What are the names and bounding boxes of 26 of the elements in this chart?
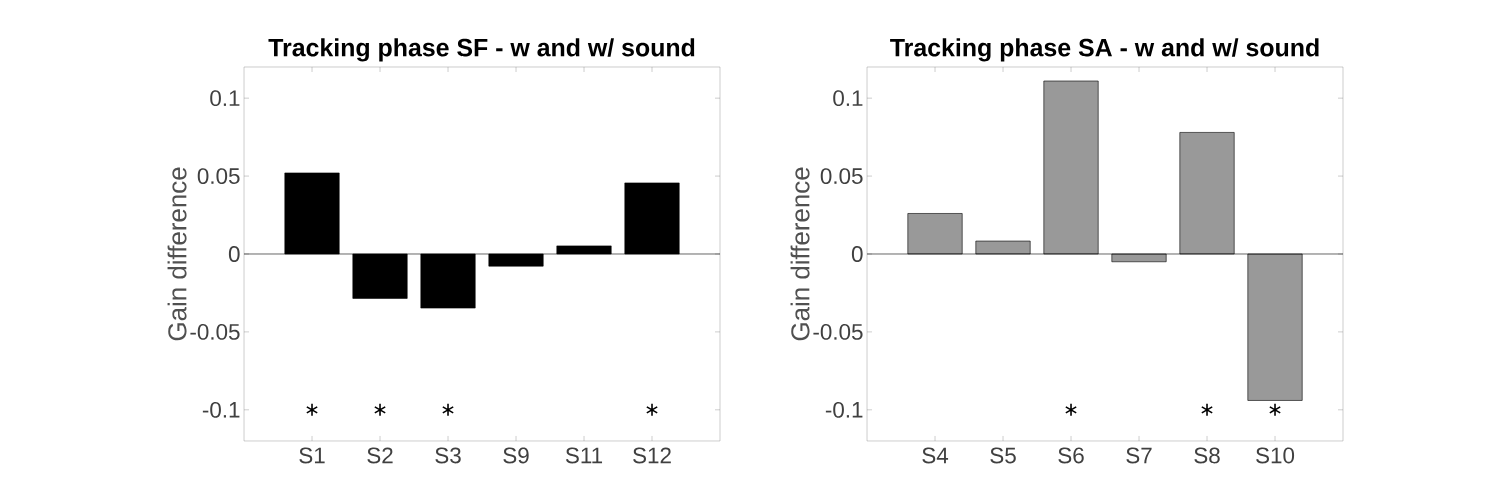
x-tick-label: S10 — [1256, 447, 1295, 464]
y-tick-label: -0.1 — [825, 401, 863, 418]
chart-title: Tracking phase SA - w and w/ sound — [890, 38, 1319, 62]
y-tick-label: 0.05 — [820, 168, 863, 185]
x-tick-label: S2 — [367, 447, 393, 464]
x-tick-label: S5 — [990, 447, 1016, 464]
x-tick-label: S8 — [1194, 447, 1220, 464]
y-tick-label: 0.1 — [833, 90, 863, 107]
y-tick-label: -0.1 — [202, 401, 240, 418]
x-tick-label: S12 — [633, 447, 671, 464]
x-tick-label: S1 — [299, 447, 325, 464]
y-tick-label: 0.1 — [210, 90, 240, 107]
x-tick-label: S4 — [922, 447, 949, 464]
y-tick-label: 0 — [851, 246, 863, 262]
x-tick-label: S9 — [503, 447, 529, 464]
x-tick-label: S7 — [1126, 447, 1152, 464]
x-tick-label: S3 — [435, 447, 461, 464]
y-axis-title: Gain difference — [167, 167, 187, 341]
y-tick-label: -0.05 — [190, 323, 240, 340]
y-tick-label: 0.05 — [197, 168, 240, 185]
chart-title: Tracking phase SF - w and w/ sound — [268, 38, 695, 62]
x-tick-label: S11 — [565, 447, 603, 464]
x-tick-label: S6 — [1058, 447, 1084, 464]
y-tick-label: 0 — [228, 246, 240, 262]
y-axis-title: Gain difference — [790, 167, 810, 341]
y-tick-label: -0.05 — [813, 323, 863, 340]
